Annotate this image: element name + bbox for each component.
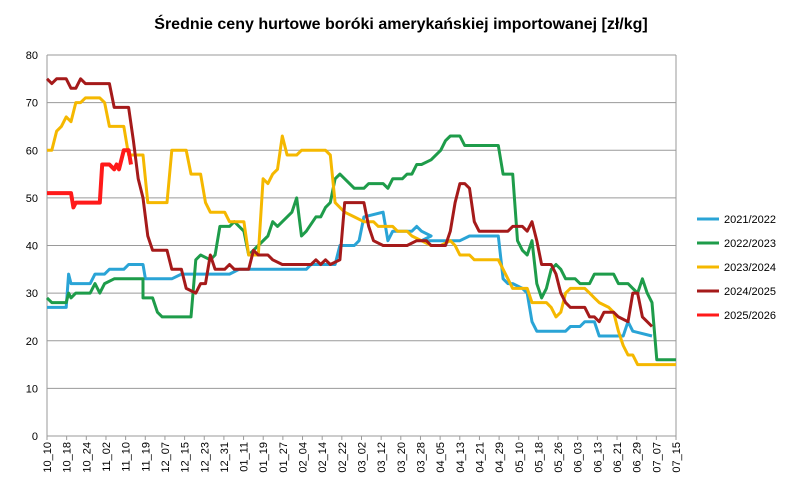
series-line-2022-2023 bbox=[45, 134, 676, 362]
x-tick-label: 01_27 bbox=[278, 442, 290, 473]
x-tick-label: 04_29 bbox=[494, 442, 506, 473]
chart-title: Średnie ceny hurtowe boróki amerykańskie… bbox=[154, 16, 648, 33]
x-tick-label: 12_15 bbox=[180, 442, 192, 473]
series-line-2021-2022 bbox=[47, 210, 653, 338]
x-tick-label: 12_31 bbox=[219, 442, 231, 473]
x-tick-label: 03_28 bbox=[415, 442, 427, 473]
x-tick-label: 03_12 bbox=[376, 442, 388, 473]
y-tick-label: 70 bbox=[26, 98, 38, 110]
x-tick-label: 10_10 bbox=[42, 442, 54, 473]
series-line-2024-2025 bbox=[45, 77, 654, 328]
x-tick-label: 02_14 bbox=[317, 442, 329, 473]
y-tick-label: 30 bbox=[26, 288, 38, 300]
x-tick-label: 03_02 bbox=[357, 442, 369, 473]
legend-label: 2024/2025 bbox=[724, 286, 776, 298]
legend-label: 2023/2024 bbox=[724, 262, 776, 274]
x-tick-label: 06_03 bbox=[573, 442, 585, 473]
x-tick-label: 07_07 bbox=[651, 442, 663, 473]
x-tick-label: 06_29 bbox=[632, 442, 644, 473]
x-tick-label: 04_21 bbox=[474, 442, 486, 473]
x-tick-label: 04_05 bbox=[435, 442, 447, 473]
legend-label: 2025/2026 bbox=[724, 310, 776, 322]
x-tick-label: 12_07 bbox=[160, 442, 172, 473]
x-tick-label: 02_22 bbox=[337, 442, 349, 473]
x-tick-label: 01_19 bbox=[258, 442, 270, 473]
x-tick-label: 05_18 bbox=[533, 442, 545, 473]
legend-label: 2022/2023 bbox=[724, 238, 776, 250]
x-tick-label: 10_24 bbox=[81, 442, 93, 473]
y-tick-label: 80 bbox=[26, 50, 38, 62]
x-tick-label: 05_10 bbox=[514, 442, 526, 473]
x-tick-label: 11_10 bbox=[121, 442, 133, 472]
x-tick-label: 07_15 bbox=[671, 442, 683, 473]
x-tick-label: 06_13 bbox=[592, 442, 604, 473]
x-tick-label: 11_19 bbox=[140, 442, 152, 472]
x-tick-label: 01_11 bbox=[239, 442, 251, 472]
x-tick-label: 06_21 bbox=[612, 442, 624, 473]
y-tick-label: 50 bbox=[26, 193, 38, 205]
legend-label: 2021/2022 bbox=[724, 214, 776, 226]
x-tick-label: 03_20 bbox=[396, 442, 408, 473]
y-tick-label: 20 bbox=[26, 336, 38, 348]
x-tick-label: 10_18 bbox=[62, 442, 74, 473]
y-tick-label: 10 bbox=[26, 383, 38, 395]
y-tick-label: 40 bbox=[26, 241, 38, 253]
y-tick-label: 0 bbox=[32, 431, 38, 443]
x-tick-label: 05_26 bbox=[553, 442, 565, 473]
x-tick-label: 11_02 bbox=[101, 442, 113, 472]
series-line-2025-2026 bbox=[47, 148, 133, 210]
x-tick-label: 02_04 bbox=[298, 442, 310, 473]
x-tick-label: 12_23 bbox=[199, 442, 211, 473]
y-tick-label: 60 bbox=[26, 145, 38, 157]
x-tick-label: 04_13 bbox=[455, 442, 467, 473]
